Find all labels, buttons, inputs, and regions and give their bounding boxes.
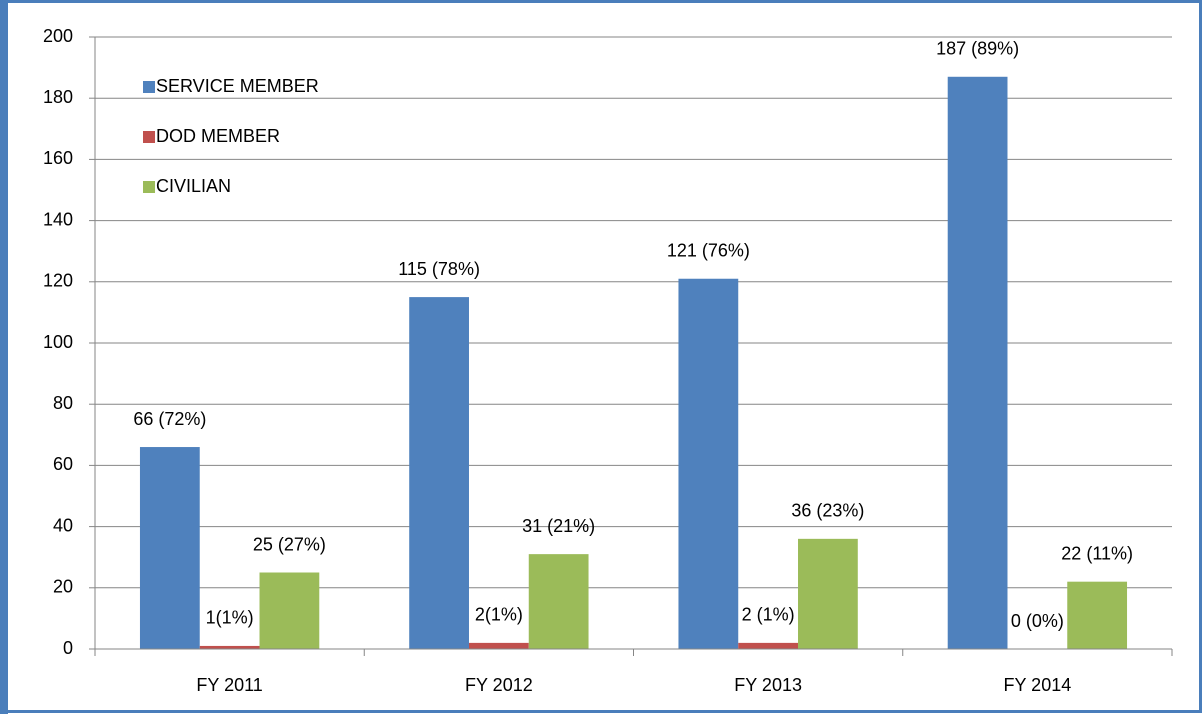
bar — [678, 278, 739, 649]
bar — [738, 642, 799, 649]
y-tick-label: 200 — [43, 26, 73, 46]
x-tick-label: FY 2013 — [734, 675, 802, 695]
bar — [139, 447, 200, 649]
frame-edge — [0, 0, 8, 714]
x-tick-label: FY 2012 — [465, 675, 533, 695]
y-tick-label: 120 — [43, 271, 73, 291]
y-tick-label: 0 — [63, 638, 73, 658]
data-label: 22 (11%) — [1061, 543, 1133, 563]
data-label: 187 (89%) — [936, 39, 1019, 59]
y-tick-label: 80 — [53, 393, 73, 413]
bar — [947, 76, 1008, 649]
legend-label: CIVILIAN — [156, 176, 231, 196]
data-label: 115 (78%) — [398, 259, 480, 279]
data-label: 0 (0%) — [1011, 611, 1064, 631]
y-tick-label: 20 — [53, 577, 73, 597]
x-tick-label: FY 2011 — [196, 675, 262, 695]
bar — [798, 538, 858, 649]
y-tick-label: 60 — [53, 454, 73, 474]
data-label: 121 (76%) — [667, 240, 750, 260]
data-label: 31 (21%) — [522, 516, 595, 536]
bar — [199, 645, 260, 649]
legend-label: SERVICE MEMBER — [156, 76, 319, 96]
data-label: 2(1%) — [475, 605, 523, 625]
y-tick-label: 100 — [43, 332, 73, 352]
legend-label: DOD MEMBER — [156, 126, 280, 146]
bar — [528, 554, 589, 649]
bar — [1067, 581, 1128, 649]
data-label: 1(1%) — [206, 608, 254, 628]
bar — [409, 297, 469, 649]
data-label: 25 (27%) — [253, 534, 326, 554]
y-tick-label: 180 — [43, 87, 73, 107]
data-label: 36 (23%) — [791, 501, 864, 521]
data-label: 2 (1%) — [742, 605, 795, 625]
data-label: 66 (72%) — [133, 409, 206, 429]
bar — [259, 572, 320, 649]
legend-swatch — [143, 81, 155, 93]
y-tick-label: 140 — [43, 209, 73, 229]
legend-swatch — [143, 131, 155, 143]
x-tick-label: FY 2014 — [1004, 675, 1072, 695]
bar — [468, 642, 529, 649]
legend-swatch — [143, 181, 155, 193]
y-tick-label: 160 — [43, 148, 73, 168]
y-tick-label: 40 — [53, 515, 73, 535]
